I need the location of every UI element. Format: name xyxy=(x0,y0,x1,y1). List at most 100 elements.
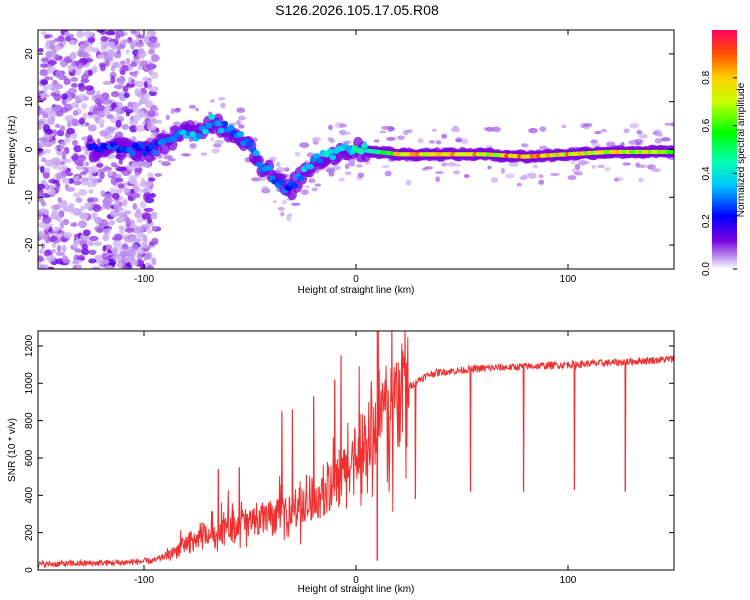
heatmap-cell xyxy=(286,215,292,222)
heatmap-cell xyxy=(132,114,142,122)
heatmap-cell xyxy=(38,118,47,126)
heatmap-cell xyxy=(99,40,107,46)
heatmap-cell xyxy=(73,67,82,76)
heatmap-y-label: Frequency (Hz) xyxy=(7,116,18,185)
heatmap-cell xyxy=(210,99,215,103)
heatmap-cell xyxy=(265,165,273,172)
heatmap-cell xyxy=(261,186,269,192)
heatmap-cell xyxy=(453,170,460,175)
heatmap-cell xyxy=(115,30,125,38)
heatmap-cell xyxy=(68,203,75,211)
heatmap-cell xyxy=(664,122,673,126)
heatmap-cell xyxy=(38,191,45,198)
heatmap-cell xyxy=(417,138,424,144)
heatmap-x-axis: -100 0 100 xyxy=(134,30,577,285)
heatmap-cell xyxy=(74,248,82,253)
snr-x-tick-label: 100 xyxy=(560,575,577,586)
heatmap-cell xyxy=(441,133,448,139)
heatmap-cell xyxy=(220,102,226,109)
heatmap-cell xyxy=(84,161,89,167)
heatmap-cell xyxy=(92,204,102,213)
heatmap-cell xyxy=(342,131,352,135)
heatmap-cell xyxy=(252,150,260,157)
heatmap-cell xyxy=(163,154,173,160)
snr-plot-area xyxy=(38,331,674,570)
colorbar-ticks: 0.0 0.2 0.4 0.6 0.8 xyxy=(701,70,737,276)
heatmap-cell xyxy=(77,220,88,229)
heatmap-cell xyxy=(38,230,45,239)
heatmap-cell xyxy=(149,86,159,93)
heatmap-cell xyxy=(57,244,62,253)
heatmap-cell xyxy=(83,211,89,220)
heatmap-cell xyxy=(70,77,79,82)
heatmap-cell xyxy=(115,112,122,119)
heatmap-cell xyxy=(91,212,98,219)
heatmap-cell xyxy=(381,165,390,169)
heatmap-cell xyxy=(43,167,51,174)
heatmap-cell xyxy=(205,122,213,129)
heatmap-cell xyxy=(373,139,380,143)
colorbar-tick-label: 0.2 xyxy=(701,214,712,228)
heatmap-cell xyxy=(38,48,44,53)
heatmap-cell xyxy=(133,237,143,243)
heatmap-cell xyxy=(161,161,171,167)
heatmap-cell xyxy=(656,133,663,137)
heatmap-cell xyxy=(44,76,50,81)
snr-y-label: SNR (10 * v/v) xyxy=(7,418,18,482)
heatmap-cell xyxy=(63,78,72,85)
heatmap-cell xyxy=(148,48,156,55)
heatmap-cell xyxy=(61,244,67,253)
heatmap-cell xyxy=(528,176,537,179)
heatmap-cell xyxy=(133,72,138,78)
heatmap-cell xyxy=(40,92,45,100)
heatmap-cell xyxy=(73,145,82,153)
heatmap-cell xyxy=(651,168,662,173)
heatmap-cell xyxy=(291,182,298,189)
heatmap-cell xyxy=(600,128,607,133)
heatmap-cell xyxy=(173,121,181,127)
heatmap-cell xyxy=(646,164,654,169)
heatmap-cell xyxy=(574,163,581,170)
heatmap-cell xyxy=(116,102,123,108)
heatmap-cell xyxy=(357,148,365,155)
heatmap-cell xyxy=(538,126,547,132)
heatmap-cell xyxy=(81,73,89,82)
heatmap-x-tick-label: 100 xyxy=(560,274,577,285)
heatmap-cell xyxy=(54,104,62,110)
heatmap-cell xyxy=(144,93,151,99)
heatmap-cell xyxy=(142,76,148,83)
colorbar-tick-label: 0.4 xyxy=(701,166,712,180)
heatmap-cell xyxy=(140,242,148,249)
heatmap-cell xyxy=(143,192,148,201)
heatmap-cell xyxy=(87,37,96,43)
heatmap-cell xyxy=(122,199,128,207)
heatmap-cell xyxy=(236,107,246,113)
heatmap-cell xyxy=(44,34,50,39)
heatmap-cell xyxy=(221,120,229,127)
heatmap-cell xyxy=(150,38,157,43)
heatmap-cell xyxy=(306,163,314,170)
heatmap-cell xyxy=(64,31,71,36)
heatmap-cell xyxy=(297,175,305,182)
heatmap-cell xyxy=(138,142,146,149)
heatmap-cell xyxy=(72,265,78,269)
heatmap-y-tick-label: 10 xyxy=(24,96,35,108)
heatmap-x-tick-label: -100 xyxy=(134,274,154,285)
heatmap-cell xyxy=(69,33,74,39)
heatmap-cell xyxy=(134,211,143,219)
heatmap-cell xyxy=(133,259,139,266)
heatmap-cell xyxy=(62,219,69,225)
heatmap-cell xyxy=(311,187,319,192)
heatmap-cell xyxy=(124,109,134,114)
heatmap-cell xyxy=(46,188,56,196)
heatmap-cell xyxy=(381,125,391,130)
heatmap-cell xyxy=(136,93,146,98)
heatmap-cell xyxy=(46,266,55,269)
heatmap-cell xyxy=(87,124,96,132)
heatmap-cell xyxy=(147,121,153,129)
heatmap-cell xyxy=(80,205,85,212)
heatmap-cell xyxy=(246,141,254,147)
heatmap-cell xyxy=(111,236,121,241)
heatmap-cell xyxy=(305,185,310,189)
snr-y-tick-label: 400 xyxy=(24,487,35,504)
